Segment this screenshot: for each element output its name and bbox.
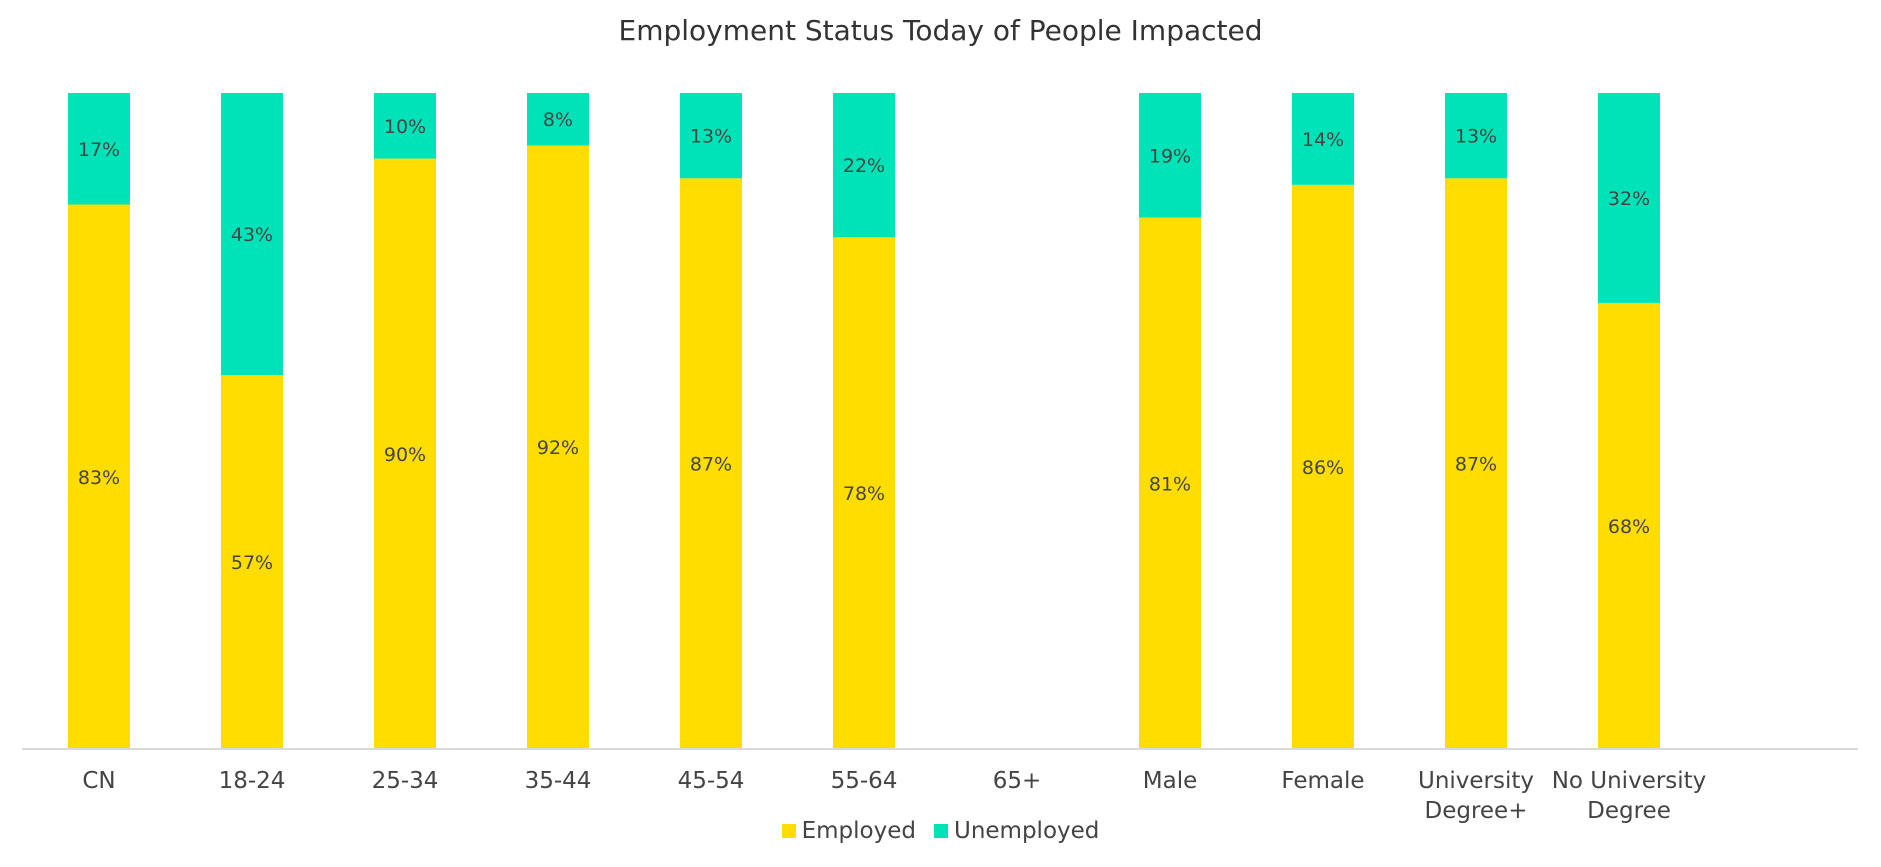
bar-employed-10 [1598,302,1660,749]
data-label-employed-10: 68% [1608,516,1650,538]
x-tick-label-2: 25-34 [372,768,439,794]
bar-unemployed-9 [1445,93,1507,179]
bar-unemployed-5 [833,93,895,238]
x-tick-label-3: 35-44 [525,768,592,794]
bar-employed-7 [1139,217,1201,749]
bar-unemployed-7 [1139,93,1201,218]
bar-unemployed-3 [527,93,589,146]
data-label-unemployed-7: 19% [1149,145,1191,167]
data-label-unemployed-8: 14% [1302,129,1344,151]
legend-label-employed: Employed [801,818,916,844]
legend-label-unemployed: Unemployed [953,818,1100,844]
bar-employed-8 [1292,184,1354,750]
data-label-unemployed-2: 10% [384,116,426,138]
bar-unemployed-10 [1598,93,1660,303]
bar-unemployed-1 [221,93,283,376]
x-tick-label-7: Male [1143,768,1197,794]
bar-unemployed-8 [1292,93,1354,185]
x-tick-label-8: Female [1281,768,1364,794]
bars-layer [68,93,1660,750]
bar-unemployed-0 [68,93,130,205]
data-label-employed-9: 87% [1455,454,1497,476]
data-label-employed-1: 57% [231,552,273,574]
legend-item-unemployed: Unemployed [933,818,1100,844]
data-label-unemployed-10: 32% [1608,188,1650,210]
data-label-employed-3: 92% [537,437,579,459]
legend-swatch-unemployed [933,824,948,838]
x-tick-label-1: 18-24 [219,768,286,794]
bar-employed-1 [221,375,283,749]
chart-title: Employment Status Today of People Impact… [618,14,1263,47]
bar-employed-5 [833,237,895,749]
data-label-employed-8: 86% [1302,457,1344,479]
data-label-unemployed-4: 13% [690,126,732,148]
bar-employed-9 [1445,178,1507,749]
legend-item-employed: Employed [781,818,916,844]
bar-employed-3 [527,145,589,750]
x-tick-labels: CN 18-24 25-34 35-44 45-54 55-64 65+ Male Female… [82,768,1706,824]
x-tick-label-0: CN [82,768,115,794]
bar-unemployed-2 [374,93,436,159]
data-label-employed-0: 83% [78,467,120,489]
x-tick-label-10: No University Degree [1552,768,1707,824]
x-tick-label-6: 65+ [993,768,1042,794]
bar-unemployed-4 [680,93,742,179]
bar-employed-4 [680,178,742,749]
data-label-unemployed-5: 22% [843,155,885,177]
data-label-employed-2: 90% [384,444,426,466]
x-tick-label-4: 45-54 [678,768,745,794]
data-label-unemployed-3: 8% [543,109,573,131]
bar-employed-2 [374,158,436,750]
data-label-unemployed-9: 13% [1455,126,1497,148]
data-label-unemployed-1: 43% [231,224,273,246]
data-label-unemployed-0: 17% [78,139,120,161]
legend-swatch-employed [781,824,796,838]
data-label-employed-4: 87% [690,454,732,476]
data-label-employed-5: 78% [843,483,885,505]
bar-employed-0 [68,204,130,749]
x-tick-label-5: 55-64 [831,768,898,794]
data-label-employed-7: 81% [1149,473,1191,495]
x-tick-label-9: University Degree+ [1418,768,1534,824]
legend: Employed Unemployed [0,818,1881,844]
labels-layer: 83% 17% 57% 43% 90% 10% 92% 8% 87% 13% 78% 22% 81% 19… [78,109,1650,574]
